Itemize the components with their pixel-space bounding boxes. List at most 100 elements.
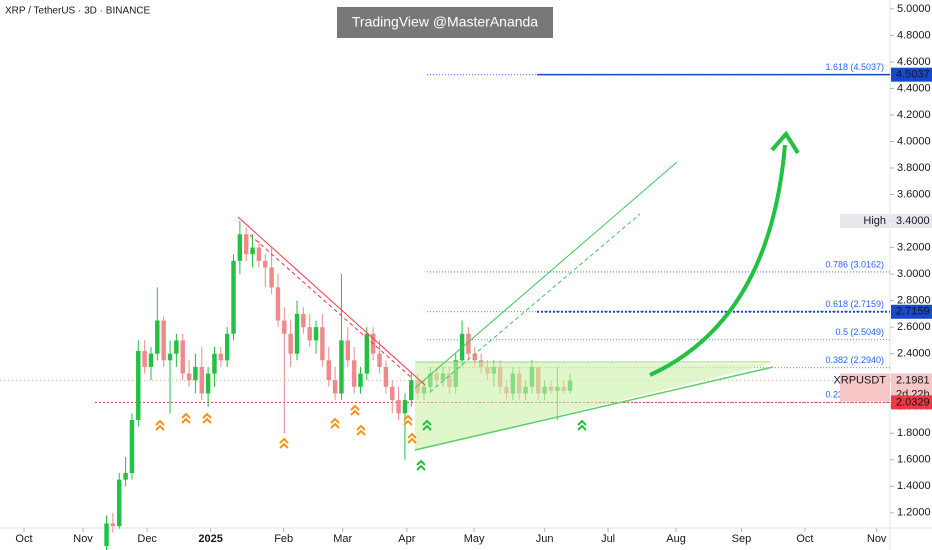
candle-body <box>129 419 135 474</box>
orange-markers <box>155 404 417 449</box>
candle-body <box>409 380 414 401</box>
candle-body <box>466 333 471 354</box>
candle-body <box>123 473 128 480</box>
price-tag <box>891 67 932 82</box>
fib-label: 1.618 (4.5037) <box>825 62 884 72</box>
x-tick-label: Jul <box>601 533 615 545</box>
y-tick-label: 1.6000 <box>897 454 931 466</box>
candle-body <box>332 380 338 394</box>
watermark: TradingView @MasterAnanda <box>352 14 538 30</box>
x-tick-label: Sep <box>732 533 752 545</box>
y-tick-label: 4.0000 <box>897 135 931 147</box>
candle-body <box>358 373 363 387</box>
candle-body <box>224 333 230 361</box>
candle-body <box>396 400 401 414</box>
y-tick-label: 3.8000 <box>897 162 931 174</box>
candle-body <box>212 353 217 374</box>
candle-body <box>243 234 249 255</box>
x-tick-label: Nov <box>867 533 887 545</box>
candle-body <box>193 366 198 381</box>
support-line <box>414 366 774 451</box>
y-tick-label: 1.2000 <box>897 507 931 519</box>
candle-body <box>390 386 395 401</box>
arrow-head <box>770 130 800 155</box>
fib-label: 0.382 (2.2940) <box>825 355 884 365</box>
candle-body <box>136 351 141 420</box>
candle-body <box>320 327 325 361</box>
fib-label: 0.618 (2.7159) <box>825 299 884 309</box>
channel-line <box>429 213 641 393</box>
x-tick-label: Dec <box>137 533 157 545</box>
x-tick-label: May <box>464 533 485 545</box>
fib-label: 0.786 (3.0162) <box>825 259 884 269</box>
y-tick-label: 4.8000 <box>897 29 931 41</box>
y-tick-label: 2.4000 <box>897 348 931 360</box>
candle-body <box>180 340 185 374</box>
tag-name-box <box>840 214 890 229</box>
candle-body <box>256 247 262 261</box>
channel-line <box>414 161 678 389</box>
candle-body <box>275 287 281 321</box>
candle-body <box>237 234 243 261</box>
candle-body <box>288 333 293 354</box>
candle-body <box>294 313 300 354</box>
candle-body <box>104 523 109 546</box>
candle-body <box>307 327 312 341</box>
y-tick-label: 5.0000 <box>897 3 931 15</box>
price-tag-label: 2.0329 <box>896 396 930 408</box>
price-tag-label: 4.5037 <box>896 69 930 81</box>
candle-body <box>205 373 211 394</box>
price-tag <box>891 304 932 319</box>
candle-body <box>167 353 173 361</box>
candle-body <box>282 320 287 334</box>
candle-body <box>377 353 382 367</box>
candle-body <box>402 400 408 414</box>
y-tick-label: 3.6000 <box>897 188 931 200</box>
tag-name: XRPUSDT <box>833 374 886 386</box>
fib-label: 0.5 (2.5049) <box>835 327 884 337</box>
candle-body <box>313 327 319 341</box>
candle-body <box>472 353 477 361</box>
resistance-line <box>237 216 426 386</box>
price-tag <box>891 214 932 229</box>
candle-body <box>250 247 255 255</box>
candle-body <box>263 260 268 268</box>
candle-body <box>186 373 192 381</box>
candle-body <box>345 340 351 361</box>
green-markers <box>416 419 587 471</box>
candle-body <box>161 320 166 361</box>
x-tick-label: Aug <box>666 533 686 545</box>
y-tick-label: 3.0000 <box>897 268 931 280</box>
tag-name-box <box>840 373 890 402</box>
candle-body <box>174 340 179 354</box>
candle-body <box>326 360 331 381</box>
candle-body <box>383 366 389 387</box>
y-tick-label: 1.4000 <box>897 480 931 492</box>
x-tick-label: Oct <box>796 533 813 545</box>
x-tick-label: Mar <box>333 533 352 545</box>
y-tick-label: 2.8000 <box>897 295 931 307</box>
candle-body <box>142 351 147 367</box>
price-tag-label: 3.4000 <box>896 215 930 227</box>
candle-body <box>351 360 357 387</box>
y-tick-label: 3.2000 <box>897 241 931 253</box>
y-tick-label: 4.4000 <box>897 82 931 94</box>
price-tag <box>891 373 932 388</box>
candle-body <box>301 313 306 328</box>
price-tag-label: 2.1981 <box>896 374 930 386</box>
price-tag <box>891 395 932 410</box>
x-tick-label: Jun <box>536 533 554 545</box>
y-tick-label: 4.2000 <box>897 109 931 121</box>
drawings <box>155 130 800 471</box>
price-tag-label: 2.7159 <box>896 306 930 318</box>
candle-body <box>339 340 344 394</box>
watermark-box <box>337 7 553 38</box>
x-tick-label: Apr <box>398 533 415 545</box>
candle-body <box>364 333 370 374</box>
tag-name: High <box>863 215 886 227</box>
chart-title: XRP / TetherUS · 3D · BINANCE <box>5 6 151 17</box>
resistance-line <box>249 234 413 379</box>
y-tick-label: 1.8000 <box>897 427 931 439</box>
